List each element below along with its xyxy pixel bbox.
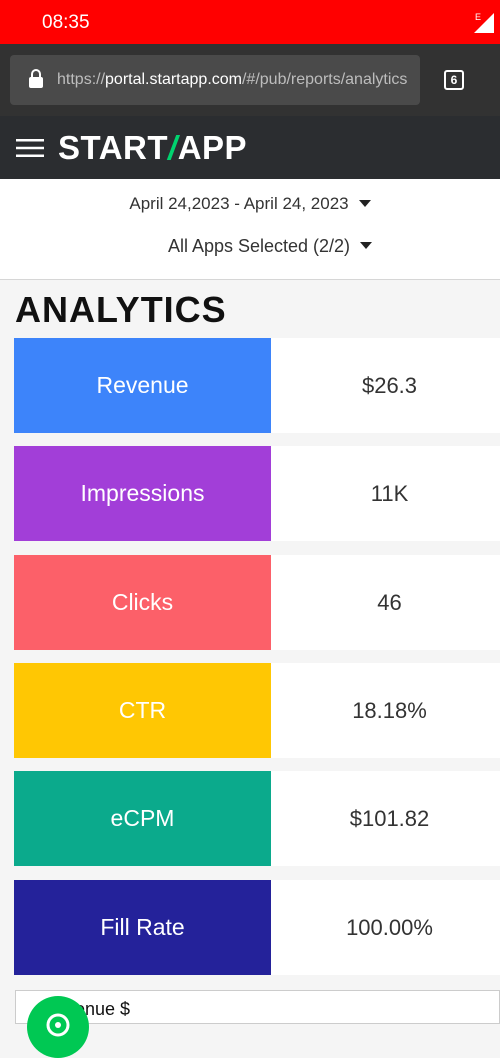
lock-icon [29,69,43,88]
metric-label: CTR [14,663,271,758]
metric-label: Clicks [14,555,271,650]
app-header: START/APP [0,116,500,179]
metric-value: $26.3 [361,373,418,398]
startapp-logo[interactable]: START/APP [58,128,247,168]
url-path: /#/pub/reports/analytics [241,71,408,88]
apps-selector-row: All Apps Selected (2/2) [0,235,500,257]
caret-down-icon [358,199,371,207]
logo-slash: / [168,129,178,166]
analytics-title: ANALYTICS [15,289,227,330]
status-bar: 08:35 E [0,0,500,44]
browser-toolbar: https://portal.startapp.com/#/pub/report… [0,44,500,116]
url-host: portal.startapp.com [105,71,242,88]
filter-panel: April 24,2023 - April 24, 2023 All Apps … [0,179,500,280]
url-bar[interactable]: https://portal.startapp.com/#/pub/report… [10,55,420,105]
logo-start: START [58,129,169,166]
metric-label: Impressions [14,446,271,541]
metric-label: eCPM [14,771,271,866]
tab-switcher-button[interactable]: 6 [444,70,464,90]
metric-card-impressions[interactable]: Impressions 11K [14,446,500,541]
date-range-selector-row: April 24,2023 - April 24, 2023 [0,193,500,215]
status-time: 08:35 [42,12,90,33]
metric-value: 100.00% [346,915,433,940]
apps-selector[interactable]: All Apps Selected (2/2) [167,235,373,257]
logo-end: APP [177,129,248,166]
date-range-selector[interactable]: April 24,2023 - April 24, 2023 [129,193,371,215]
metric-value: $101.82 [349,806,430,831]
support-chat-button[interactable] [27,996,89,1058]
metric-value: 11K [370,481,409,506]
metric-value: 18.18% [352,698,427,723]
caret-down-icon [360,242,373,250]
network-type-label: E [474,12,481,22]
metric-card-revenue[interactable]: Revenue $26.3 [14,338,500,433]
metric-card-fill-rate[interactable]: Fill Rate 100.00% [14,880,500,975]
url-scheme: https:// [57,71,106,88]
metric-card-clicks[interactable]: Clicks 46 [14,555,500,650]
apps-selector-label: All Apps Selected (2/2) [167,236,351,256]
metric-card-ecpm[interactable]: eCPM $101.82 [14,771,500,866]
metric-label: Revenue [14,338,271,433]
metric-card-ctr[interactable]: CTR 18.18% [14,663,500,758]
chat-icon [46,1013,70,1037]
url-text: https://portal.startapp.com/#/pub/report… [57,70,417,90]
signal-icon [474,13,494,33]
metric-label: Fill Rate [14,880,271,975]
date-range-label: April 24,2023 - April 24, 2023 [129,194,349,213]
metric-value: 46 [377,590,402,615]
hamburger-menu-icon[interactable] [16,138,44,158]
